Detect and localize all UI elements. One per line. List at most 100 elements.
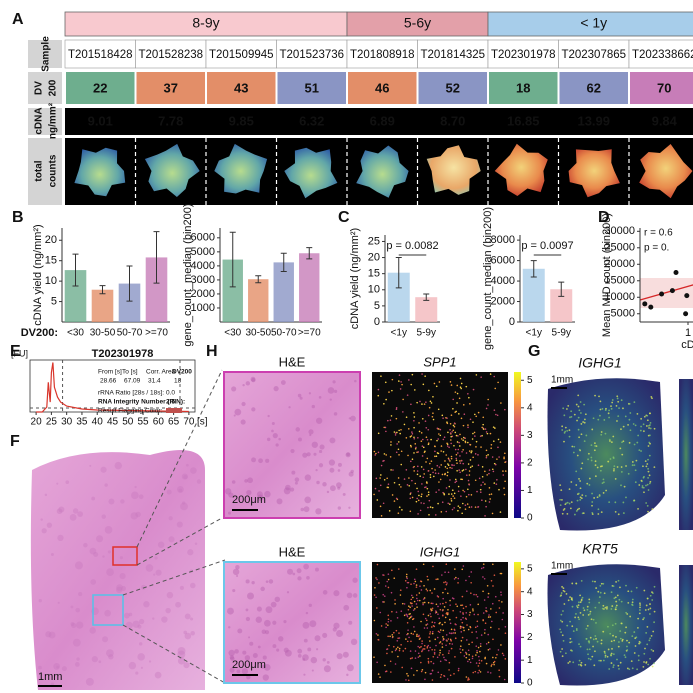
expression-dot bbox=[465, 612, 468, 614]
sample-cell bbox=[558, 39, 630, 69]
expression-dot bbox=[596, 640, 599, 643]
expression-dot bbox=[493, 440, 495, 442]
tissue-texture bbox=[302, 654, 309, 661]
expression-dot bbox=[599, 400, 602, 403]
tissue-texture bbox=[76, 657, 80, 661]
table-line: RNA Integrity Number (RIN): bbox=[98, 399, 185, 406]
expression-dot bbox=[489, 616, 492, 618]
expression-dot bbox=[468, 450, 471, 452]
tissue-texture bbox=[263, 664, 271, 671]
expression-dot bbox=[587, 653, 589, 656]
expression-dot bbox=[615, 404, 618, 407]
table-cell: 28.66 bbox=[100, 378, 117, 385]
expression-dot bbox=[640, 450, 642, 452]
tissue-texture bbox=[350, 415, 356, 422]
expression-dot bbox=[490, 443, 493, 446]
tissue-texture bbox=[102, 555, 105, 558]
expression-dot bbox=[501, 601, 503, 603]
expression-dot bbox=[386, 648, 388, 651]
tissue-texture bbox=[120, 586, 126, 592]
tissue-texture bbox=[45, 631, 52, 638]
expression-dot bbox=[602, 630, 605, 633]
expression-dot bbox=[465, 653, 468, 655]
tissue-texture bbox=[190, 617, 194, 621]
expression-dot bbox=[634, 469, 637, 472]
expression-dot bbox=[633, 401, 636, 404]
expression-dot bbox=[426, 627, 429, 629]
tissue-texture bbox=[245, 579, 250, 584]
tissue-texture bbox=[116, 584, 123, 591]
expression-dot bbox=[591, 501, 594, 503]
expression-dot bbox=[433, 653, 436, 655]
sample-cell bbox=[346, 39, 418, 69]
expression-dot bbox=[430, 438, 432, 441]
expression-dot bbox=[420, 620, 422, 623]
expression-dot bbox=[413, 630, 416, 633]
expression-dot bbox=[406, 640, 409, 643]
expression-dot bbox=[420, 440, 423, 443]
expression-dot bbox=[408, 636, 410, 639]
expression-dot bbox=[467, 479, 470, 482]
expression-dot bbox=[421, 417, 424, 420]
expression-dot bbox=[472, 456, 474, 459]
expression-dot bbox=[450, 493, 453, 495]
tissue-texture bbox=[329, 398, 332, 401]
expression-dot bbox=[644, 609, 647, 611]
y-tick-label: 8000 bbox=[491, 234, 515, 246]
panel-letter: C bbox=[338, 209, 350, 226]
expression-dot bbox=[387, 419, 389, 422]
tissue-texture bbox=[138, 494, 144, 500]
expression-dot bbox=[560, 594, 563, 597]
expression-dot bbox=[447, 611, 449, 614]
expression-dot bbox=[447, 571, 450, 574]
expression-dot bbox=[405, 416, 408, 419]
expression-dot bbox=[419, 585, 421, 587]
expression-dot bbox=[578, 659, 581, 662]
expression-dot bbox=[423, 473, 425, 475]
expression-dot bbox=[481, 426, 483, 429]
expression-dot bbox=[607, 460, 610, 463]
tissue-texture bbox=[128, 661, 137, 670]
expression-dot bbox=[444, 616, 447, 619]
tissue-texture bbox=[228, 626, 231, 629]
tissue-texture bbox=[184, 632, 192, 640]
cdna-row-bg bbox=[65, 108, 693, 135]
tissue-texture bbox=[329, 467, 335, 473]
expression-dot bbox=[414, 580, 417, 583]
expression-dot bbox=[445, 416, 447, 419]
expression-dot bbox=[388, 391, 390, 393]
expression-dot bbox=[409, 650, 412, 652]
expression-dot bbox=[502, 654, 505, 657]
expression-dot bbox=[429, 589, 432, 592]
expression-dot bbox=[407, 629, 409, 631]
tissue-map bbox=[547, 378, 665, 531]
expression-dot bbox=[449, 604, 451, 606]
scale-label: 200μm bbox=[232, 494, 266, 506]
row-label: Sample bbox=[41, 36, 52, 72]
expression-dot bbox=[447, 638, 450, 640]
expression-dot bbox=[569, 620, 571, 623]
expression-dot bbox=[413, 626, 415, 628]
expression-dot bbox=[467, 660, 469, 663]
chart-title: T202301978 bbox=[92, 348, 154, 360]
expression-dot bbox=[474, 453, 477, 455]
expression-dot bbox=[418, 430, 421, 433]
tissue-texture bbox=[56, 508, 63, 515]
expression-dot bbox=[492, 563, 494, 566]
expression-dot bbox=[561, 429, 564, 431]
y-tick-label: 3000 bbox=[191, 274, 215, 286]
expression-dot bbox=[474, 670, 477, 673]
expression-dot bbox=[621, 441, 623, 444]
expression-dot bbox=[377, 394, 380, 397]
expression-dot bbox=[577, 428, 580, 431]
expression-dot bbox=[647, 510, 649, 513]
expression-dot bbox=[444, 460, 446, 462]
expression-dot bbox=[375, 577, 377, 579]
expression-dot bbox=[416, 597, 418, 600]
expression-dot bbox=[459, 648, 461, 650]
expression-dot bbox=[400, 643, 402, 646]
expression-dot bbox=[377, 388, 380, 391]
zoom-guide bbox=[136, 517, 223, 566]
expression-dot bbox=[427, 506, 429, 509]
table-line: Result Flagging Color: bbox=[98, 408, 163, 415]
